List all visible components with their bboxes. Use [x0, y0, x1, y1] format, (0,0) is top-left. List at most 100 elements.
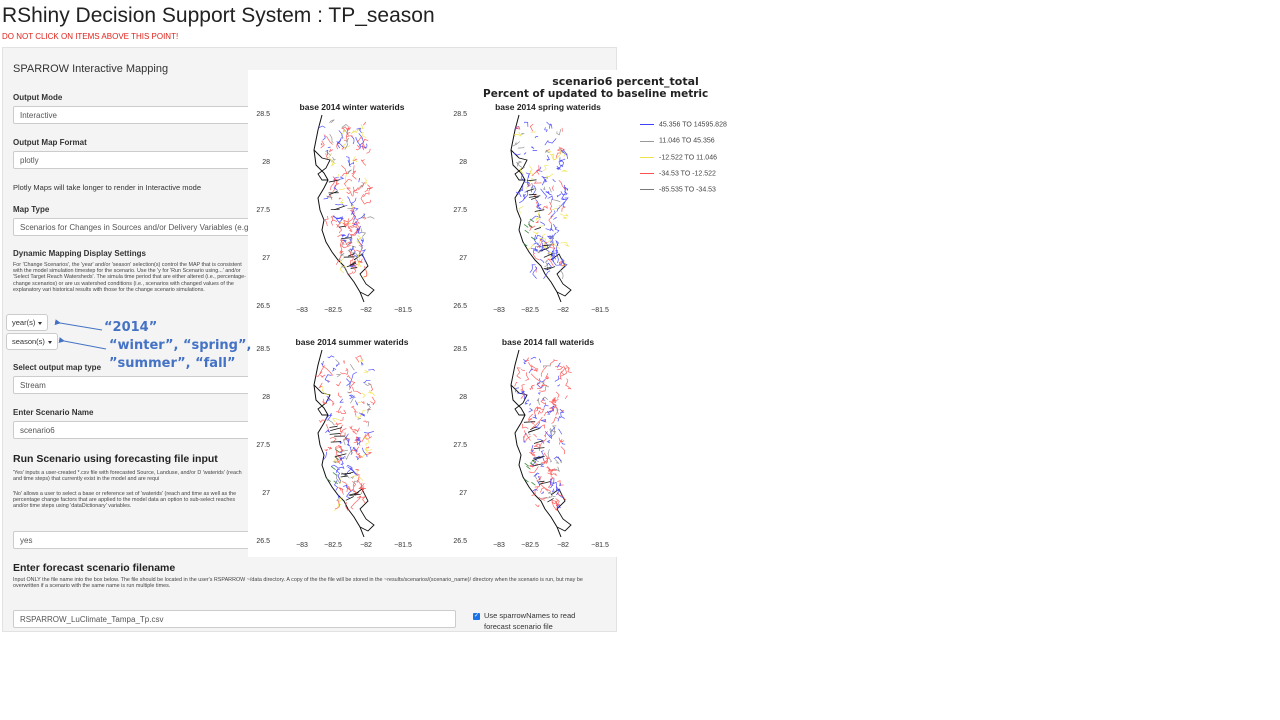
- run-scenario-help-no: 'No' allows a user to select a base or r…: [13, 491, 237, 510]
- sparrow-names-label-1: Use sparrowNames to read: [484, 611, 576, 620]
- legend-entry: -85.535 TO -34.53: [640, 181, 716, 193]
- river-segment: [559, 439, 565, 443]
- river-segment: [338, 487, 343, 490]
- sparrow-names-checkbox[interactable]: ✓: [473, 613, 480, 620]
- river-segment: [547, 410, 552, 415]
- river-segment: [530, 185, 534, 193]
- river-segment: [532, 488, 538, 492]
- season-dropdown-button[interactable]: season(s): [6, 333, 58, 350]
- river-segment: [364, 447, 373, 451]
- map-legend: 45.356 TO 14595.828 11.046 TO 45.356 -12.5…: [640, 116, 780, 196]
- river-segment: [548, 123, 551, 129]
- river-segment: [341, 237, 352, 239]
- river-segment: [328, 190, 338, 196]
- river-segment: [560, 198, 567, 201]
- river-segment: [528, 407, 534, 413]
- river-segment: [527, 413, 534, 422]
- river-segment: [529, 403, 531, 406]
- river-segment: [330, 441, 342, 443]
- river-segment: [363, 436, 368, 440]
- river-segment: [338, 225, 346, 228]
- river-segment: [335, 474, 342, 484]
- river-segment: [538, 497, 545, 501]
- river-segment: [556, 129, 561, 136]
- river-segment: [354, 263, 358, 270]
- river-segment: [348, 394, 356, 400]
- river-segment: [341, 124, 349, 136]
- river-segment: [366, 446, 370, 449]
- river-segment: [321, 361, 324, 367]
- river-segment: [367, 216, 375, 219]
- river-segment: [522, 423, 529, 429]
- river-segment: [556, 504, 561, 509]
- river-segment: [533, 194, 537, 201]
- river-segment: [552, 178, 556, 183]
- river-segment: [356, 453, 364, 458]
- river-segment: [534, 227, 542, 230]
- y-tick-label: 26.5: [256, 538, 270, 545]
- river-segment: [342, 145, 351, 150]
- output-mode-select[interactable]: Interactive: [13, 106, 258, 124]
- river-segment: [352, 170, 357, 180]
- figure-subtitle: Percent of updated to baseline metric: [483, 88, 709, 100]
- river-segment: [346, 438, 351, 447]
- river-segment: [552, 397, 559, 403]
- coastline-south: [353, 488, 375, 532]
- river-segment: [353, 436, 358, 443]
- river-segment: [319, 419, 327, 423]
- x-tick-label: −83: [493, 542, 505, 549]
- river-segment: [550, 224, 554, 232]
- river-segment: [364, 184, 373, 193]
- river-segment: [346, 489, 353, 499]
- run-scenario-select[interactable]: yes: [13, 531, 258, 549]
- x-tick-label: −83: [493, 307, 505, 314]
- legend-swatch: [640, 173, 654, 175]
- river-segment: [554, 375, 560, 382]
- river-segment: [539, 236, 544, 241]
- river-segment: [561, 127, 564, 132]
- river-segment: [547, 258, 554, 266]
- river-segment: [329, 433, 341, 435]
- river-segment: [349, 261, 357, 266]
- river-segment: [524, 229, 530, 234]
- year-dropdown-button[interactable]: year(s): [6, 314, 49, 331]
- river-segment: [335, 203, 348, 207]
- river-segment: [339, 440, 343, 444]
- river-segment: [535, 443, 541, 451]
- y-tick-label: 27.5: [256, 442, 270, 449]
- river-segment: [362, 131, 367, 139]
- river-segment: [327, 355, 335, 359]
- river-segment: [552, 397, 557, 403]
- river-segment: [351, 254, 354, 262]
- x-tick-label: −82: [360, 307, 372, 314]
- river-segment: [542, 244, 552, 247]
- river-segment: [533, 406, 537, 417]
- river-segment: [547, 234, 555, 240]
- river-segment: [534, 368, 539, 373]
- river-segment: [548, 215, 554, 225]
- river-segment: [530, 364, 533, 371]
- river-segment: [363, 199, 372, 205]
- output-map-format-select[interactable]: plotly: [13, 151, 258, 169]
- forecast-filename-input[interactable]: RSPARROW_LuClimate_Tampa_Tp.csv: [13, 610, 456, 628]
- x-tick-label: −81.5: [591, 307, 609, 314]
- river-segment: [536, 397, 540, 405]
- river-segment: [527, 428, 540, 433]
- river-segment: [556, 165, 562, 171]
- river-segment: [536, 475, 542, 482]
- scenario-name-input[interactable]: scenario6: [13, 421, 258, 439]
- river-segment: [357, 225, 361, 234]
- river-segment: [339, 188, 345, 190]
- river-segment: [518, 205, 524, 214]
- coastline-bay: [510, 149, 528, 181]
- river-segment: [343, 179, 353, 187]
- river-segment: [539, 425, 542, 429]
- river-segment: [555, 391, 560, 399]
- river-segment: [328, 196, 333, 199]
- river-segment: [358, 178, 361, 183]
- output-map-type-select[interactable]: Stream: [13, 376, 258, 394]
- river-segment: [544, 487, 551, 492]
- river-segment: [364, 382, 372, 386]
- river-segment: [341, 142, 346, 148]
- y-tick-label: 26.5: [453, 303, 467, 310]
